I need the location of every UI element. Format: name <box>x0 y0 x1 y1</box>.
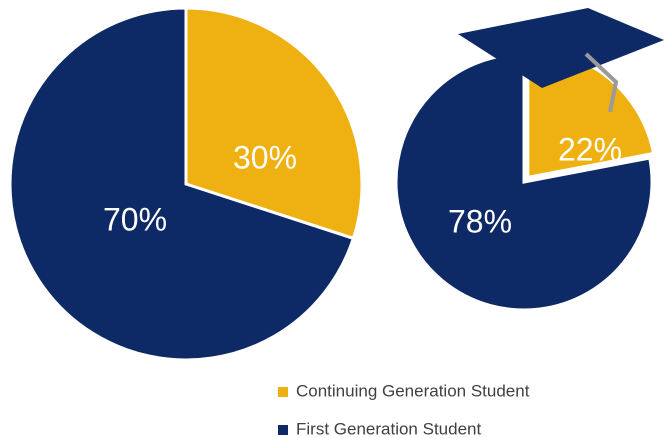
graduation-cap <box>458 8 664 113</box>
slice-label: 70% <box>103 201 167 237</box>
slice-label: 78% <box>448 203 512 239</box>
slice-label: 30% <box>233 139 297 175</box>
legend-swatch <box>278 387 288 397</box>
pie-slice <box>184 6 364 241</box>
cap-board <box>458 8 664 88</box>
legend-label: Continuing Generation Student <box>296 381 530 400</box>
legend-swatch <box>278 425 288 435</box>
legend-label: First Generation Student <box>296 419 481 438</box>
pies: 30% 70% 22% 78% <box>8 6 656 362</box>
slice-label: 22% <box>558 131 622 167</box>
pie-slice <box>394 52 654 312</box>
pie-slice <box>8 6 356 362</box>
cap-tassel <box>584 52 619 113</box>
legend: Continuing Generation Student First Gener… <box>278 381 530 438</box>
